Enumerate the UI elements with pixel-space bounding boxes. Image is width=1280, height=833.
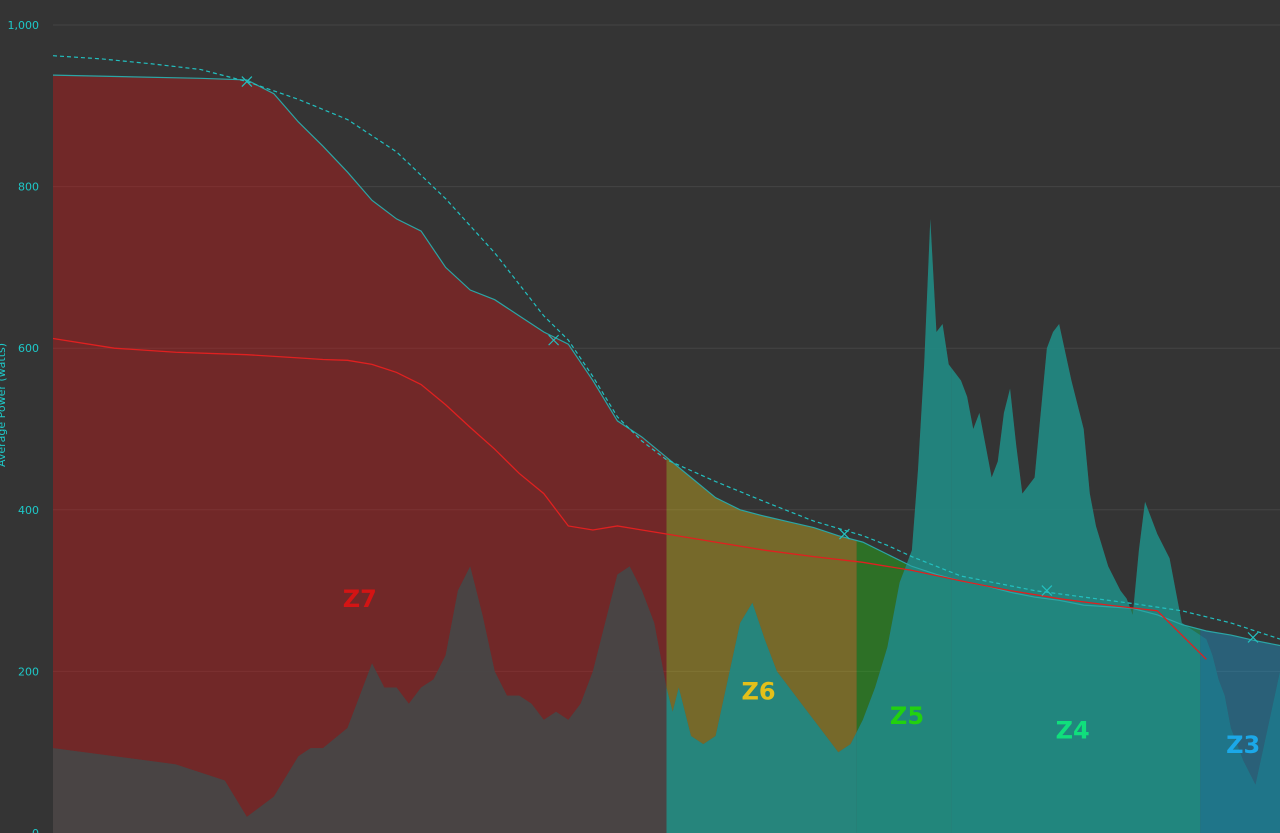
y-tick-label: 0 — [32, 827, 39, 833]
y-tick-label: 600 — [18, 342, 39, 355]
zone-label-z6: Z6 — [741, 678, 775, 706]
distribution-tint-z4 — [951, 218, 1201, 833]
cp-marker — [1247, 632, 1259, 643]
zone-band-z7 — [53, 75, 667, 833]
zone-labels: Z7 Z6 Z5 Z4 Z3 — [343, 585, 1261, 759]
y-tick-label: 200 — [18, 665, 39, 678]
y-axis-title: Average Power (watts) — [0, 343, 8, 467]
y-axis: 0 200 400 600 800 1,000 — [8, 19, 40, 833]
series-mean-max — [52, 74, 1280, 647]
zone-label-z7: Z7 — [343, 585, 377, 613]
cp-marker — [838, 528, 850, 540]
y-tick-label: 400 — [18, 504, 39, 517]
zone-label-z3: Z3 — [1226, 731, 1260, 759]
cp-marker — [1041, 585, 1053, 597]
zone-label-z4: Z4 — [1056, 716, 1090, 744]
y-tick-label: 800 — [18, 181, 39, 194]
y-tick-label: 1,000 — [8, 19, 40, 32]
series-aerobic — [52, 337, 1207, 660]
marker-layer — [241, 76, 1259, 643]
cp-marker — [241, 76, 253, 87]
zone-label-z5: Z5 — [890, 702, 924, 730]
series-layer — [52, 55, 1280, 660]
cp-marker — [548, 334, 560, 346]
